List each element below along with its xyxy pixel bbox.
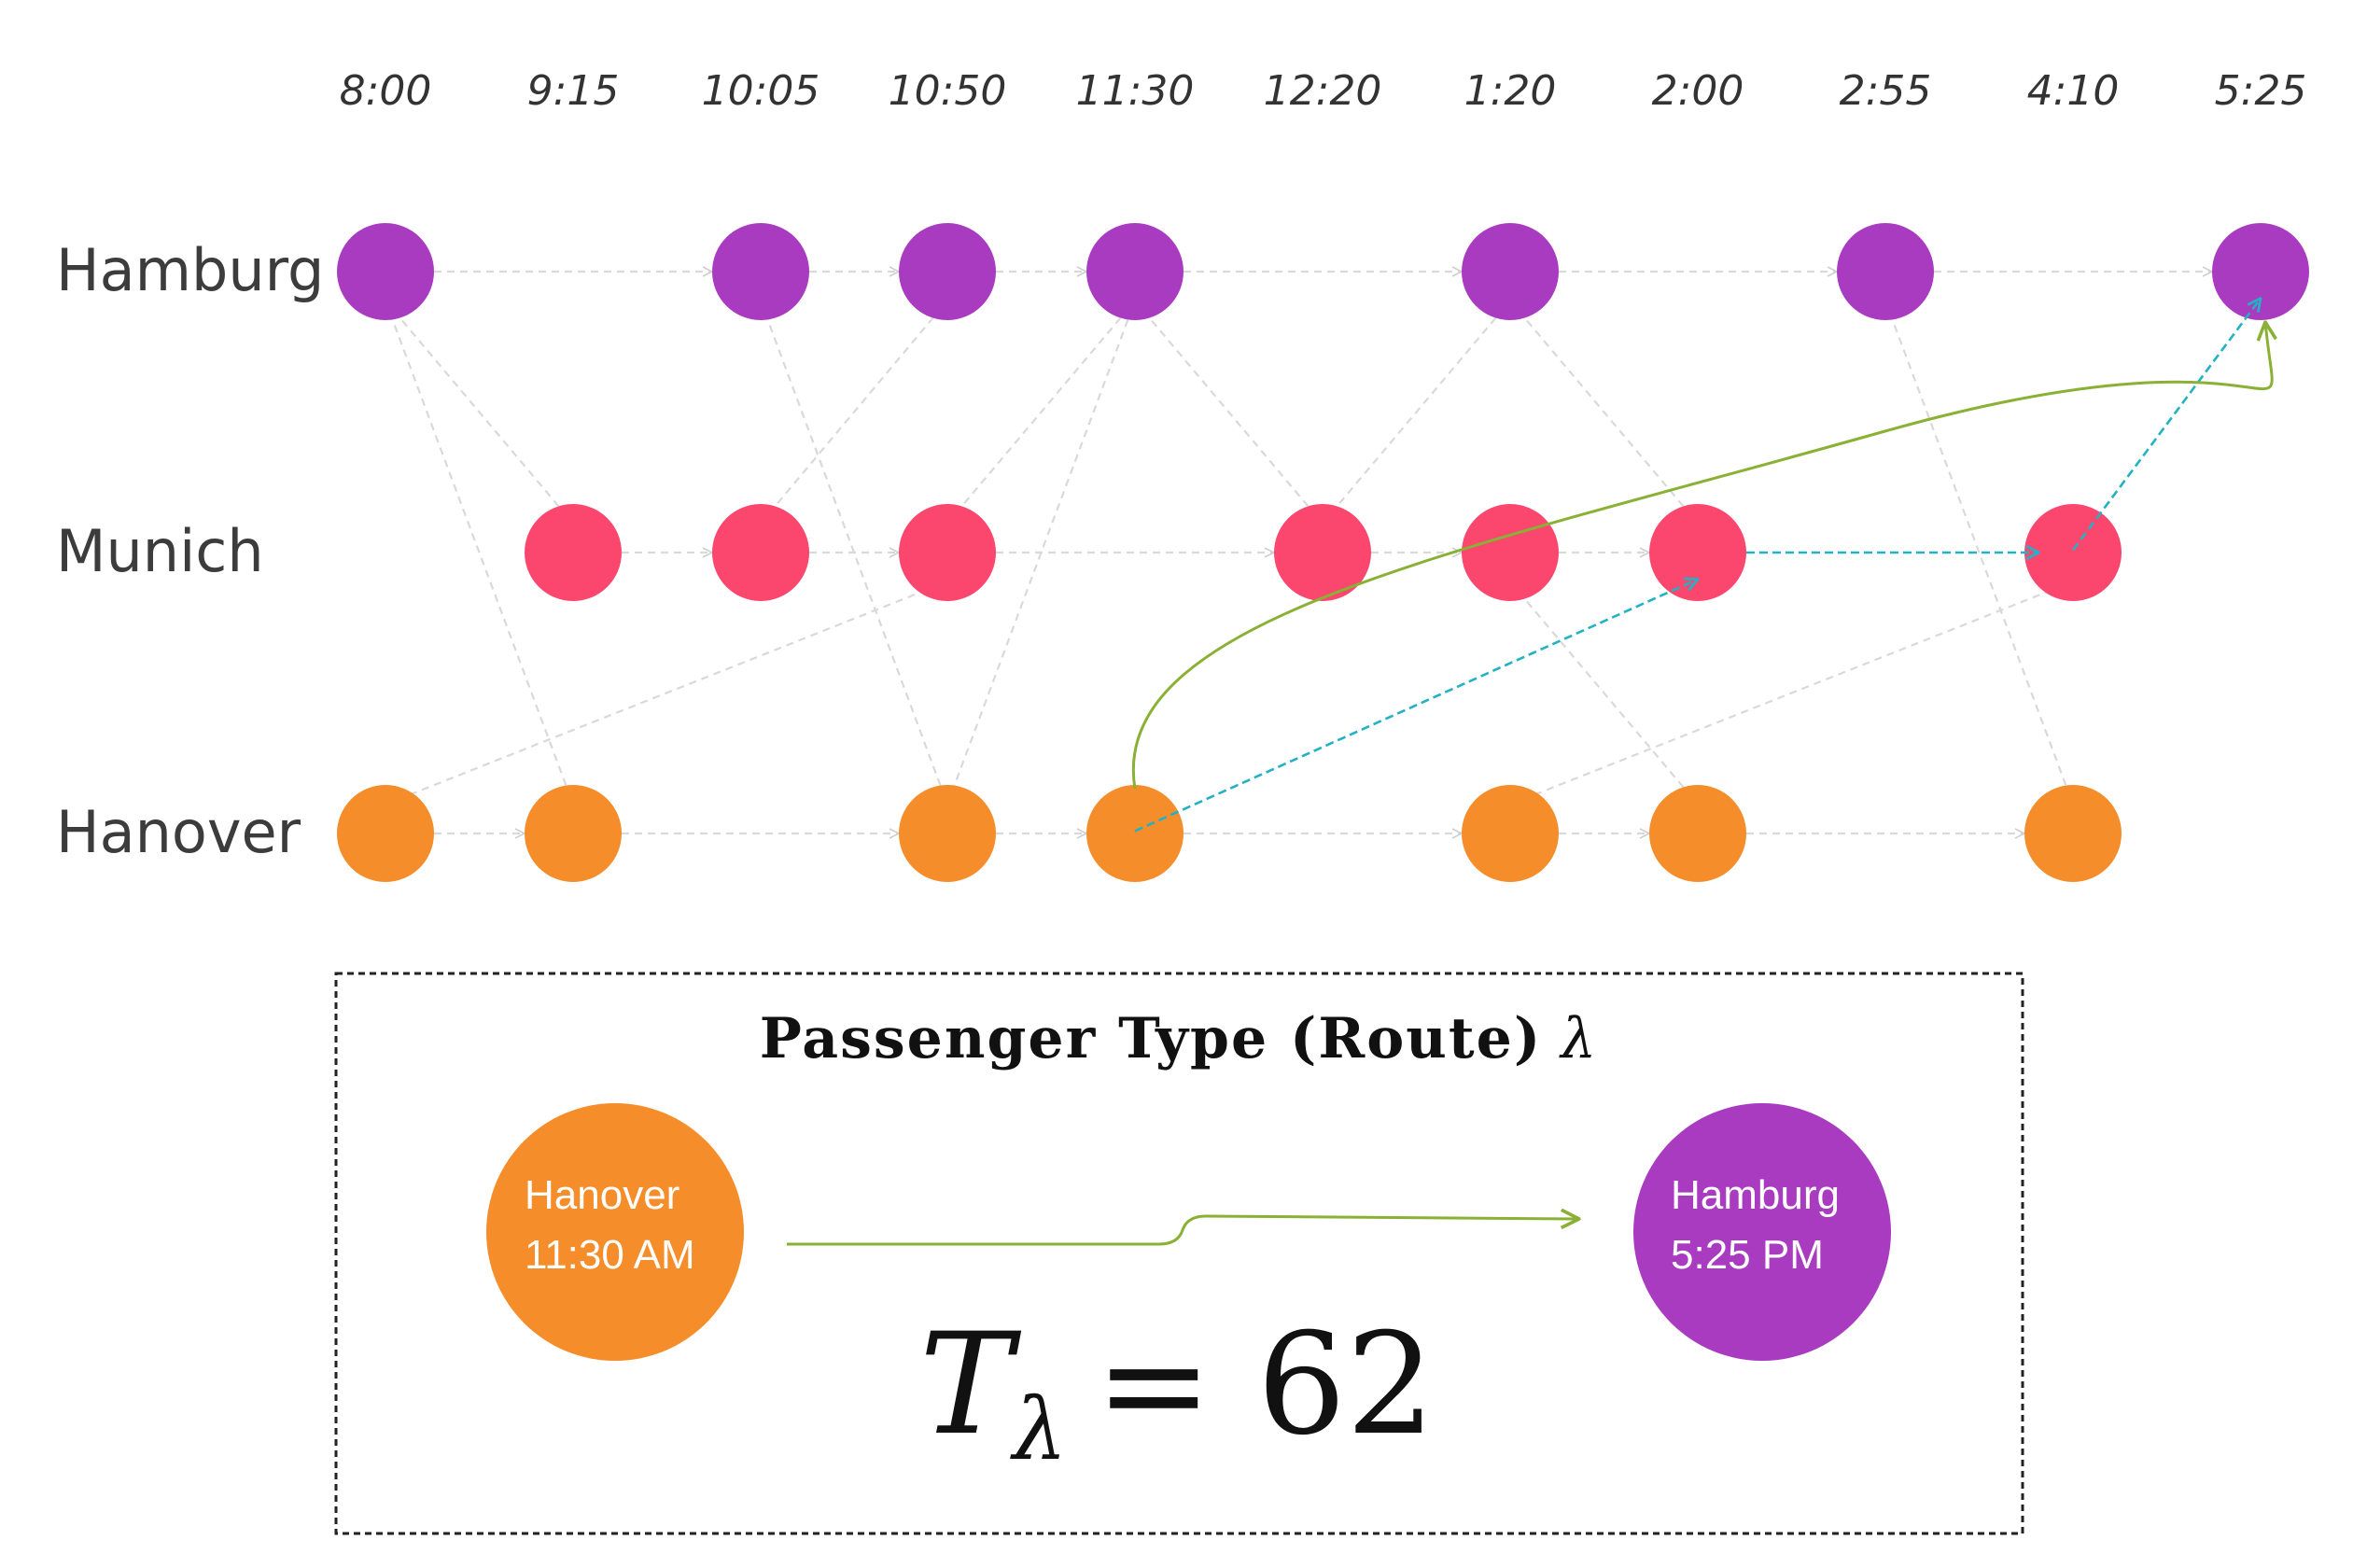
node-hanover-800 xyxy=(337,785,434,882)
node-hanover-1130 xyxy=(1086,785,1184,882)
box-title: Passenger Type (Route) λ xyxy=(760,1006,1599,1071)
node-hamburg-1050 xyxy=(899,223,996,320)
formula-value: = 62 xyxy=(1095,1304,1435,1466)
connection-edge xyxy=(759,300,947,805)
node-hamburg-120 xyxy=(1462,223,1559,320)
node-munich-200 xyxy=(1649,504,1746,601)
time-label: 12:20 xyxy=(1264,67,1382,115)
passenger-route-curve xyxy=(1131,322,2272,790)
connection-edge xyxy=(1134,300,1323,524)
time-label: 1:20 xyxy=(1464,67,1557,115)
connection-edge xyxy=(385,581,947,805)
connection-edge xyxy=(1884,300,2073,805)
origin-circle xyxy=(486,1103,744,1361)
connection-edge xyxy=(1509,581,1698,805)
node-hanover-200 xyxy=(1649,785,1746,882)
box-border xyxy=(334,972,2024,1535)
node-hanover-120 xyxy=(1462,785,1559,882)
connection-edge xyxy=(945,301,1135,805)
time-label: 4:10 xyxy=(2027,67,2120,115)
origin-time: 11:30 AM xyxy=(525,1232,695,1278)
box-title-symbol: λ xyxy=(1559,1006,1598,1071)
city-label-hanover: Hanover xyxy=(56,798,301,866)
node-munich-915 xyxy=(525,504,622,601)
station-nodes xyxy=(337,223,2309,882)
city-label-hamburg: Hamburg xyxy=(56,236,324,304)
node-hamburg-255 xyxy=(1837,223,1934,320)
city-labels: Hamburg Munich Hanover xyxy=(56,236,324,866)
connection-edge xyxy=(384,300,573,805)
highlighted-path xyxy=(1134,299,2261,833)
time-label: 9:15 xyxy=(527,67,620,115)
connection-edge xyxy=(760,301,947,525)
time-label: 10:50 xyxy=(889,67,1007,115)
box-title-text: Passenger Type (Route) xyxy=(760,1006,1542,1071)
node-munich-410 xyxy=(2024,504,2122,601)
connection-edge xyxy=(1322,301,1510,525)
formula: Tλ = 62 xyxy=(919,1304,1436,1479)
time-axis: 8:00 9:15 10:05 10:50 11:30 12:20 1:20 2:00 2:55… xyxy=(340,67,2307,115)
highlighted-path-edge xyxy=(2071,299,2261,552)
origin-city: Hanover xyxy=(525,1172,679,1218)
time-label: 11:30 xyxy=(1076,67,1195,115)
node-hanover-915 xyxy=(525,785,622,882)
time-label: 5:25 xyxy=(2215,67,2307,115)
route-arrow xyxy=(787,1216,1579,1246)
formula-subscript: λ xyxy=(1009,1379,1067,1479)
connection-edge xyxy=(946,301,1135,525)
connection-edge xyxy=(385,300,573,524)
node-hamburg-1005 xyxy=(712,223,809,320)
connection-edge xyxy=(1509,300,1698,524)
node-munich-1220 xyxy=(1274,504,1371,601)
time-label: 2:55 xyxy=(1840,67,1932,115)
node-hanover-1050 xyxy=(899,785,996,882)
destination-circle xyxy=(1633,1103,1891,1361)
city-label-munich: Munich xyxy=(56,517,264,585)
node-munich-1005 xyxy=(712,504,809,601)
node-hamburg-800 xyxy=(337,223,434,320)
destination-time: 5:25 PM xyxy=(1671,1232,1824,1278)
node-munich-120 xyxy=(1462,504,1559,601)
connection-edge xyxy=(1509,581,2073,805)
node-munich-1050 xyxy=(899,504,996,601)
node-hamburg-1130 xyxy=(1086,223,1184,320)
connection-edges xyxy=(384,272,2212,833)
time-label: 2:00 xyxy=(1652,67,1744,115)
destination-city: Hamburg xyxy=(1671,1172,1840,1218)
formula-T: T xyxy=(919,1304,1022,1466)
highlighted-path-edge xyxy=(1134,580,1698,833)
passenger-type-box: Passenger Type (Route) λ Hanover 11:30 AM… xyxy=(334,972,2024,1535)
node-hamburg-525 xyxy=(2212,223,2309,320)
node-hanover-410 xyxy=(2024,785,2122,882)
time-label: 10:05 xyxy=(702,67,820,115)
time-label: 8:00 xyxy=(340,67,432,115)
